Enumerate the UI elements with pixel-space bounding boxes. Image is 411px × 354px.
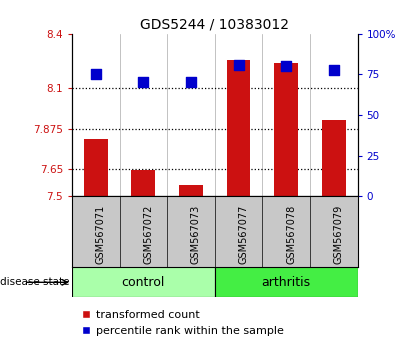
Text: control: control (122, 276, 165, 289)
Text: arthritis: arthritis (261, 276, 311, 289)
Point (330, 67, 337, 73)
Text: GSM567073: GSM567073 (191, 205, 201, 264)
Bar (132, 170, 155, 196)
Point (188, 79, 194, 85)
Point (92, 71, 99, 76)
FancyBboxPatch shape (72, 267, 215, 297)
Text: GSM567078: GSM567078 (286, 205, 296, 264)
Text: GSM567079: GSM567079 (334, 205, 344, 264)
Point (235, 63, 242, 68)
Bar (84, 138, 108, 196)
Bar (322, 120, 346, 196)
Title: GDS5244 / 10383012: GDS5244 / 10383012 (140, 17, 289, 31)
Legend: transformed count, percentile rank within the sample: transformed count, percentile rank withi… (78, 306, 289, 340)
Text: disease state: disease state (0, 277, 69, 287)
Bar (274, 63, 298, 196)
Text: GSM567071: GSM567071 (96, 205, 106, 264)
Text: GSM567072: GSM567072 (143, 205, 153, 264)
FancyBboxPatch shape (215, 267, 358, 297)
Bar (226, 60, 250, 196)
Point (283, 63, 289, 69)
Text: GSM567077: GSM567077 (238, 205, 249, 264)
Bar (179, 185, 203, 196)
Point (140, 79, 147, 85)
